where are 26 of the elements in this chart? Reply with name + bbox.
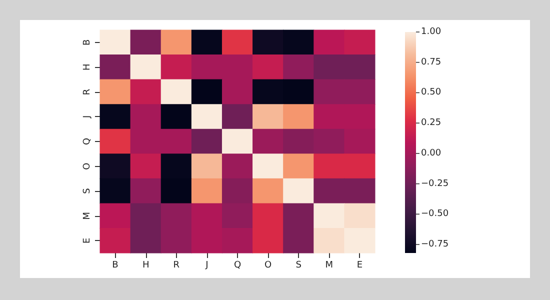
color-bar-label: 0.00 xyxy=(421,148,442,158)
x-tick-label: Q xyxy=(234,260,242,270)
color-bar-label: 0.50 xyxy=(421,88,442,98)
y-tick-label: H xyxy=(82,64,92,71)
x-tick-label: R xyxy=(173,260,180,270)
y-tick-label: Q xyxy=(82,138,92,146)
y-tick-label: E xyxy=(82,237,92,244)
x-tick-label: B xyxy=(112,260,118,270)
x-tick-label: E xyxy=(356,260,363,270)
x-tick-label: M xyxy=(325,260,334,270)
color-bar-label: −0.25 xyxy=(421,178,449,189)
y-tick-label: O xyxy=(82,162,92,170)
y-tick-label: R xyxy=(82,88,92,96)
x-tick-label: O xyxy=(264,260,272,270)
color-bar-label: 1.00 xyxy=(421,27,442,37)
color-bar-label: 0.75 xyxy=(421,57,442,68)
color-bar-label: −0.50 xyxy=(421,209,449,220)
y-tick-label: J xyxy=(82,115,92,120)
color-bar-label: −0.75 xyxy=(421,240,449,250)
y-tick-label: M xyxy=(82,212,92,220)
color-bar-label: 0.25 xyxy=(421,118,442,128)
y-tick-label: B xyxy=(82,39,92,46)
x-tick-label: J xyxy=(204,260,208,270)
y-tick-label: S xyxy=(82,188,92,194)
x-tick-label: H xyxy=(142,260,150,270)
x-tick-label: S xyxy=(296,260,302,270)
